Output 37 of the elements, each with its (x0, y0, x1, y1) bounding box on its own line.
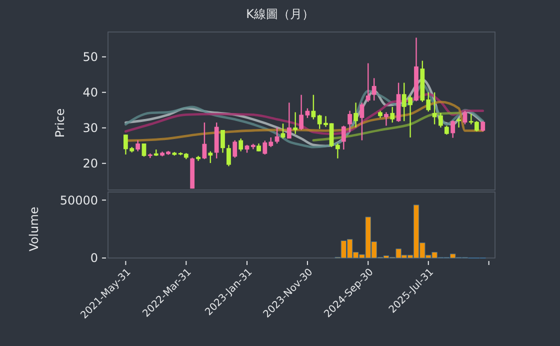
candlestick (280, 123, 286, 140)
y-tick-label: 0 (90, 251, 98, 266)
candlestick (462, 110, 468, 125)
candlestick (208, 150, 213, 164)
y-tick-label: 50000 (60, 193, 98, 208)
y-axis-title: Price (53, 108, 67, 138)
candlestick (226, 144, 231, 167)
y-tick-label: 40 (82, 86, 98, 100)
y-tick-label: 30 (82, 121, 98, 136)
line-series (124, 92, 484, 136)
candlestick (372, 78, 376, 102)
candlestick (348, 110, 352, 133)
candlestick (220, 129, 225, 154)
y-axis-title: Volume (27, 206, 41, 252)
candlestick (142, 142, 146, 158)
candlestick (366, 62, 370, 103)
candlestick (360, 102, 364, 141)
candlestick (136, 140, 140, 152)
y-tick-label: 50 (82, 50, 98, 64)
candlestick (299, 94, 304, 131)
candlestick (238, 138, 244, 152)
candlestick (384, 112, 388, 126)
candlestick (286, 102, 292, 140)
candlestick (293, 112, 298, 134)
candlestick (202, 122, 207, 160)
candlestick (438, 112, 443, 128)
line-series (312, 112, 460, 142)
candlestick (480, 120, 486, 132)
candlestick (232, 140, 238, 158)
y-tick-label: 20 (82, 156, 98, 171)
candlestick (341, 125, 346, 150)
candlestick (311, 94, 316, 120)
candlestick (335, 142, 340, 159)
candlestick (354, 102, 358, 128)
candlestick (450, 120, 456, 138)
candlestick (390, 106, 395, 124)
chart-title: K線圖（月） (246, 7, 314, 21)
